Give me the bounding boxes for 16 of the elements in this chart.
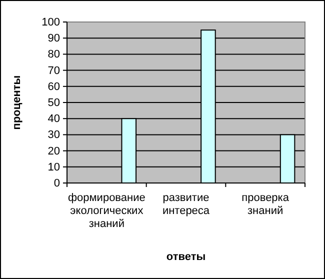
y-axis-title: проценты [11, 75, 23, 130]
x-tick-label: проверка знаний [242, 192, 290, 217]
y-tick-label: 20 [48, 145, 60, 158]
x-tick-label: развитие интереса [162, 192, 210, 217]
y-tick-label: 10 [48, 161, 60, 174]
y-tick-label: 70 [48, 64, 60, 77]
y-tick-label: 30 [48, 129, 60, 142]
x-axis-title: ответы [166, 251, 206, 263]
y-tick-label: 60 [48, 80, 60, 93]
y-tick-label: 90 [48, 32, 60, 45]
y-tick-label: 50 [48, 97, 60, 110]
y-tick-label: 80 [48, 48, 60, 61]
y-tick-label: 0 [54, 178, 60, 190]
y-tick-label: 100 [42, 16, 60, 29]
x-tick-label: формирование экологических знаний [68, 192, 146, 230]
y-tick-label: 40 [48, 113, 60, 126]
